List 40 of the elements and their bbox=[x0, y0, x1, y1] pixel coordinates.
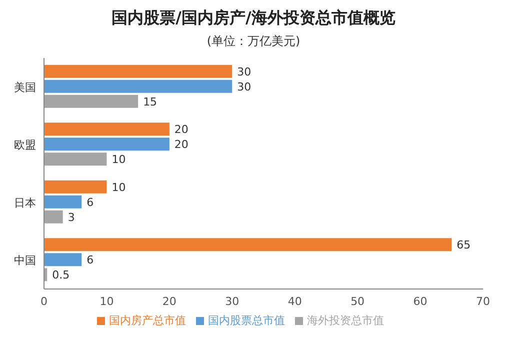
x-tick-label: 0 bbox=[40, 294, 48, 308]
chart-subtitle: (单位：万亿美元) bbox=[206, 33, 302, 50]
x-tick-label: 50 bbox=[350, 294, 365, 308]
x-tick-label: 70 bbox=[476, 294, 490, 308]
x-tick-label: 60 bbox=[413, 294, 428, 308]
data-label: 20 bbox=[174, 138, 188, 152]
y-tick-label: 日本 bbox=[14, 196, 36, 210]
bar bbox=[44, 210, 63, 224]
bar bbox=[44, 180, 107, 194]
bar bbox=[44, 80, 232, 93]
data-label: 30 bbox=[237, 80, 252, 94]
bar bbox=[44, 238, 452, 252]
bar bbox=[44, 253, 82, 266]
x-tick-label: 30 bbox=[225, 294, 240, 308]
y-tick-label: 美国 bbox=[14, 80, 36, 94]
data-label: 10 bbox=[112, 180, 126, 194]
data-label: 20 bbox=[174, 123, 188, 136]
data-label: 6 bbox=[86, 254, 94, 267]
data-label: 0.5 bbox=[52, 268, 70, 282]
bar bbox=[44, 195, 82, 208]
x-tick-label: 10 bbox=[100, 294, 114, 308]
legend-label: 海外投资总市值 bbox=[307, 314, 384, 327]
bar bbox=[44, 64, 232, 78]
bar bbox=[44, 138, 170, 151]
data-label: 10 bbox=[112, 153, 126, 166]
data-label: 30 bbox=[237, 65, 252, 78]
bar bbox=[44, 94, 138, 108]
bar bbox=[44, 122, 170, 136]
data-label: 3 bbox=[68, 210, 75, 224]
bar bbox=[44, 152, 107, 166]
data-label: 6 bbox=[86, 196, 94, 209]
y-tick-label: 中国 bbox=[14, 254, 36, 268]
data-label: 15 bbox=[143, 95, 158, 108]
x-tick-label: 40 bbox=[288, 294, 302, 308]
legend-label: 国内房产总市值 bbox=[109, 314, 186, 327]
chart-title: 国内股票/国内房产/海外投资总市值概览 bbox=[110, 8, 396, 29]
x-tick-label: 20 bbox=[162, 294, 176, 308]
legend-label: 国内股票总市值 bbox=[208, 314, 285, 327]
y-tick-label: 欧盟 bbox=[14, 138, 36, 152]
data-label: 65 bbox=[456, 238, 471, 252]
